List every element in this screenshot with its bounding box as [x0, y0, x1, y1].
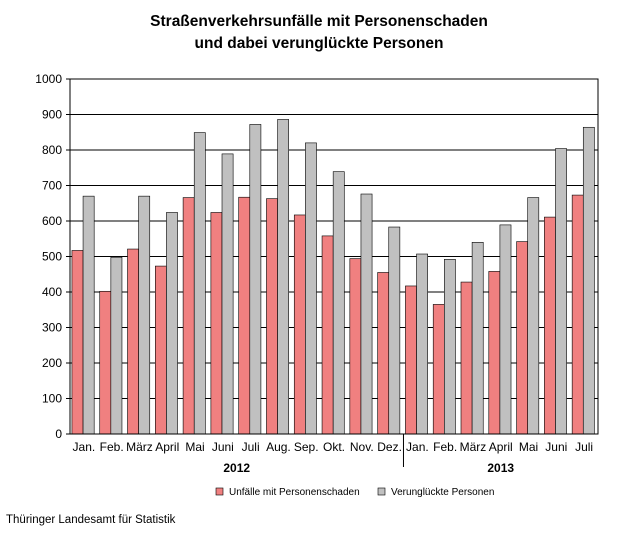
plot-frame: [69, 78, 599, 435]
bar-verunglueckte: [193, 132, 206, 435]
bar-verunglueckte: [277, 119, 290, 435]
y-tick-label: 100: [42, 392, 62, 406]
bar-verunglueckte: [221, 153, 234, 435]
bar-chart: 0 100 200 300 400 500 600 700 800 900 1000 Jan. Feb.…: [35, 72, 599, 498]
bar-verunglueckte: [499, 224, 512, 435]
bar-verunglueckte: [471, 242, 484, 435]
x-tick-label: März: [460, 440, 487, 454]
y-tick-label: 700: [42, 179, 62, 193]
bar-unfaelle: [516, 241, 528, 435]
bar-unfaelle: [321, 235, 334, 435]
year-label: 2012: [223, 461, 250, 475]
bar-unfaelle: [210, 212, 223, 435]
x-tick-label: April: [489, 440, 513, 454]
bar-verunglueckte: [82, 195, 95, 435]
bar-verunglueckte: [555, 148, 567, 435]
chart-title: Straßenverkehrsunfälle mit Personenschad…: [150, 13, 488, 30]
bar-verunglueckte: [249, 124, 262, 435]
bar-verunglueckte: [166, 212, 178, 435]
legend-swatch: [377, 487, 386, 496]
bar-unfaelle: [182, 197, 195, 435]
y-tick-label: 0: [55, 427, 62, 441]
x-tick-label: Jan.: [73, 440, 96, 454]
x-tick-label: Mai: [185, 440, 204, 454]
source-note: Thüringer Landesamt für Statistik: [6, 514, 176, 526]
bar-unfaelle: [99, 290, 112, 435]
bar-unfaelle: [155, 265, 167, 435]
x-tick-label: Mai: [519, 440, 538, 454]
x-tick-label: Juli: [242, 440, 260, 454]
bar-verunglueckte: [444, 259, 456, 435]
bar-unfaelle: [349, 258, 362, 435]
x-tick-label: Jan.: [406, 440, 429, 454]
bar-unfaelle: [127, 248, 139, 435]
bar-verunglueckte: [110, 256, 123, 435]
x-tick-label: Juni: [545, 440, 567, 454]
y-tick-label: 800: [42, 143, 62, 157]
y-tick-label: 400: [42, 285, 62, 299]
bar-unfaelle: [571, 194, 584, 435]
legend-label: Unfälle mit Personenschaden: [229, 487, 360, 498]
chart-subtitle: und dabei verunglückte Personen: [194, 35, 444, 52]
x-tick-label: Nov.: [350, 440, 374, 454]
bar-verunglueckte: [582, 126, 595, 435]
bar-unfaelle: [293, 214, 306, 435]
bar-unfaelle: [544, 216, 556, 435]
legend-swatch: [215, 487, 224, 496]
year-label: 2013: [487, 461, 514, 475]
y-tick-label: 900: [42, 108, 62, 122]
bar-verunglueckte: [527, 197, 540, 435]
bar-unfaelle: [488, 271, 501, 435]
bar-unfaelle: [71, 250, 84, 435]
y-tick-label: 1000: [35, 72, 62, 86]
y-tick-label: 500: [42, 250, 62, 264]
bar-verunglueckte: [332, 171, 345, 435]
bar-verunglueckte: [416, 253, 428, 435]
bar-unfaelle: [432, 304, 445, 435]
bar-verunglueckte: [138, 195, 151, 435]
x-tick-label: Feb.: [433, 440, 457, 454]
bar-unfaelle: [460, 281, 473, 435]
bar-unfaelle: [405, 285, 417, 435]
bar-unfaelle: [377, 272, 390, 435]
x-tick-label: Dez.: [377, 440, 402, 454]
x-tick-label: April: [155, 440, 179, 454]
x-tick-label: Sep.: [294, 440, 319, 454]
y-tick-label: 200: [42, 356, 62, 370]
y-tick-label: 600: [42, 214, 62, 228]
legend-label: Verunglückte Personen: [391, 487, 494, 498]
x-tick-label: Aug.: [266, 440, 291, 454]
x-tick-label: Juni: [212, 440, 234, 454]
bar-verunglueckte: [388, 226, 401, 435]
bar-verunglueckte: [360, 193, 373, 435]
x-tick-label: Juli: [575, 440, 593, 454]
bar-verunglueckte: [305, 142, 317, 435]
bar-unfaelle: [266, 198, 278, 435]
bar-unfaelle: [238, 196, 251, 435]
x-tick-label: März: [126, 440, 153, 454]
x-tick-label: Okt.: [323, 440, 345, 454]
y-tick-label: 300: [42, 321, 62, 335]
x-tick-label: Feb.: [100, 440, 124, 454]
